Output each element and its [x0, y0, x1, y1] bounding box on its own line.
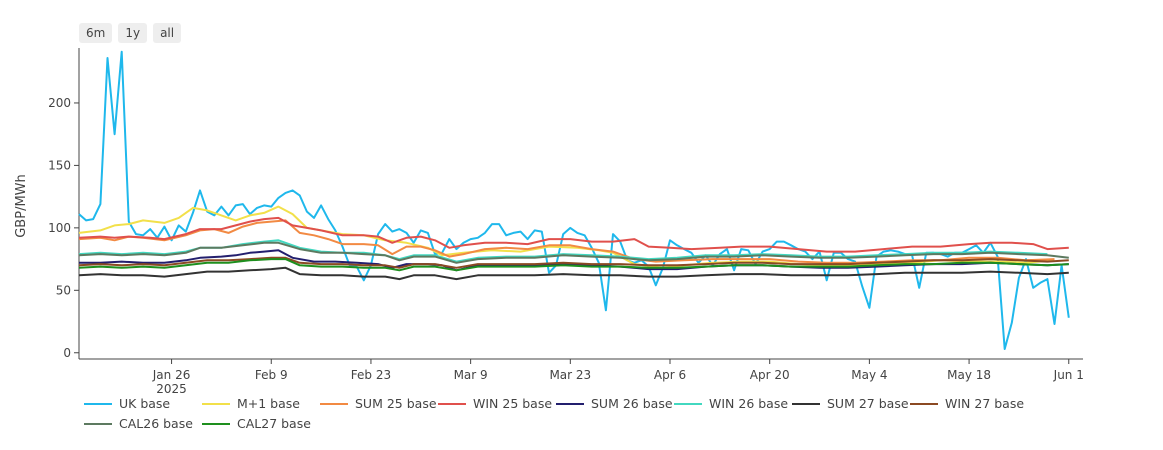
x-tick-label: May 4 [851, 368, 887, 382]
legend-label: WIN 26 base [709, 396, 789, 411]
x-tick-label: Jun 1 [1053, 368, 1084, 382]
legend-item[interactable]: WIN 26 base [674, 396, 788, 411]
x-tick-label: Apr 6 [654, 368, 686, 382]
legend-item[interactable]: SUM 26 base [556, 396, 673, 411]
legend-item[interactable]: UK base [84, 396, 170, 411]
y-axis-label: GBP/MWh [14, 174, 29, 238]
y-tick-label: 50 [56, 283, 71, 297]
x-tick-label: May 18 [947, 368, 991, 382]
legend-label: SUM 26 base [591, 396, 673, 411]
x-tick-label: Mar 23 [549, 368, 591, 382]
legend-label: CAL26 base [119, 416, 193, 431]
x-tick-label: Mar 9 [454, 368, 488, 382]
y-tick-label: 200 [48, 96, 71, 110]
legend-label: SUM 25 base [355, 396, 437, 411]
y-tick-label: 100 [48, 221, 71, 235]
series-line-win-25-base [78, 216, 1069, 253]
y-tick-label: 0 [63, 346, 71, 360]
x-tick-sublabel: 2025 [156, 382, 187, 396]
series-line-win-27-base [78, 256, 1069, 269]
chart-lines [78, 50, 1070, 350]
range-all-button[interactable]: all [153, 23, 182, 43]
series-line-uk-base [78, 50, 1070, 350]
x-tick-label: Feb 9 [255, 368, 288, 382]
legend-swatch [84, 402, 112, 405]
legend-swatch [910, 402, 938, 405]
series-line-cal27-base [78, 258, 1069, 272]
legend-item[interactable]: M+1 base [202, 396, 300, 411]
legend-label: WIN 25 base [473, 396, 553, 411]
legend-label: SUM 27 base [827, 396, 909, 411]
legend-swatch [792, 402, 820, 405]
legend-swatch [202, 422, 230, 425]
legend-swatch [84, 422, 112, 425]
legend-item[interactable]: SUM 27 base [792, 396, 909, 411]
legend-item[interactable]: WIN 25 base [438, 396, 552, 411]
legend-swatch [556, 402, 584, 405]
range-1y-button[interactable]: 1y [118, 23, 148, 43]
legend-label: UK base [119, 396, 171, 411]
series-line-sum-27-base [78, 266, 1069, 281]
y-tick-label: 150 [48, 158, 71, 172]
legend-swatch [674, 402, 702, 405]
legend-swatch [202, 402, 230, 405]
legend-label: WIN 27 base [945, 396, 1025, 411]
series-line-win-26-base [78, 239, 1048, 263]
range-6m-button[interactable]: 6m [79, 23, 113, 43]
x-tick-label: Feb 23 [351, 368, 391, 382]
legend-label: M+1 base [237, 396, 300, 411]
x-tick-label: Apr 20 [750, 368, 790, 382]
legend-swatch [438, 402, 466, 405]
x-tick-label: Jan 26 [152, 368, 191, 382]
legend-label: CAL27 base [237, 416, 311, 431]
series-line-m-1-base [78, 205, 1055, 269]
legend-swatch [320, 402, 348, 405]
legend-item[interactable]: SUM 25 base [320, 396, 437, 411]
legend-item[interactable]: CAL27 base [202, 416, 311, 431]
range-selector: 6m 1y all [79, 23, 182, 43]
series-line-cal26-base [78, 241, 1069, 264]
legend-item[interactable]: CAL26 base [84, 416, 193, 431]
legend-item[interactable]: WIN 27 base [910, 396, 1024, 411]
